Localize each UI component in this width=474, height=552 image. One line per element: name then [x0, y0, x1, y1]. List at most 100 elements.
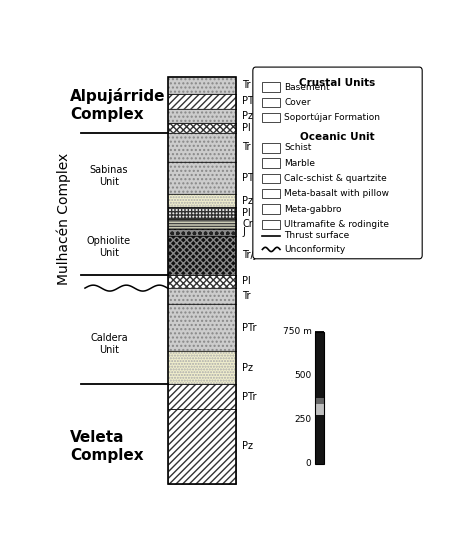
- Bar: [315, 413, 324, 415]
- Bar: [168, 236, 236, 274]
- Text: Alpujárride
Complex: Alpujárride Complex: [70, 88, 166, 121]
- Bar: [315, 437, 324, 439]
- Bar: [168, 77, 236, 484]
- Bar: [168, 94, 236, 109]
- Bar: [315, 338, 324, 341]
- Bar: [315, 434, 324, 437]
- Bar: [263, 98, 280, 107]
- Text: Tr: Tr: [242, 142, 251, 152]
- Bar: [315, 336, 324, 338]
- Bar: [315, 417, 324, 420]
- Text: Thrust surface: Thrust surface: [284, 231, 350, 240]
- Bar: [315, 417, 324, 420]
- Bar: [315, 397, 324, 400]
- Bar: [168, 219, 236, 229]
- Bar: [315, 347, 324, 349]
- Bar: [263, 143, 280, 152]
- Bar: [168, 109, 236, 123]
- Bar: [315, 413, 324, 415]
- Bar: [263, 174, 280, 183]
- Bar: [168, 162, 236, 194]
- Bar: [315, 461, 324, 464]
- Bar: [315, 369, 324, 371]
- Bar: [315, 448, 324, 450]
- Bar: [315, 378, 324, 380]
- Bar: [315, 355, 324, 358]
- Bar: [315, 424, 324, 426]
- Text: Crustal Units: Crustal Units: [300, 78, 375, 88]
- Bar: [315, 445, 324, 448]
- Bar: [168, 194, 236, 208]
- Bar: [315, 373, 324, 376]
- Bar: [168, 77, 236, 94]
- Text: PTr: PTr: [242, 96, 257, 107]
- Bar: [263, 113, 280, 123]
- Bar: [315, 340, 324, 343]
- Bar: [315, 445, 324, 448]
- Bar: [168, 351, 236, 384]
- Text: Tr/J: Tr/J: [242, 251, 257, 261]
- Bar: [168, 229, 236, 236]
- Bar: [315, 360, 324, 363]
- Text: 500: 500: [294, 371, 311, 380]
- Bar: [263, 220, 280, 229]
- Text: Pl: Pl: [242, 208, 251, 218]
- Bar: [168, 77, 236, 94]
- Bar: [168, 219, 236, 229]
- Bar: [315, 452, 324, 455]
- Bar: [168, 133, 236, 162]
- Bar: [315, 411, 324, 413]
- Bar: [315, 391, 324, 394]
- Bar: [315, 400, 324, 402]
- Bar: [315, 428, 324, 431]
- Bar: [315, 461, 324, 464]
- Bar: [315, 367, 324, 369]
- Bar: [315, 349, 324, 352]
- Text: 0: 0: [306, 459, 311, 468]
- Bar: [315, 426, 324, 428]
- Bar: [315, 380, 324, 383]
- Bar: [315, 402, 324, 405]
- Bar: [168, 409, 236, 484]
- Text: 250: 250: [294, 415, 311, 424]
- Bar: [168, 274, 236, 288]
- Bar: [315, 371, 324, 374]
- Bar: [315, 424, 324, 426]
- Bar: [315, 415, 324, 417]
- Bar: [315, 331, 324, 334]
- Bar: [168, 288, 236, 304]
- Text: Tr: Tr: [242, 81, 251, 91]
- Text: Pz: Pz: [242, 111, 253, 121]
- Bar: [263, 174, 280, 183]
- Bar: [315, 386, 324, 389]
- Bar: [315, 332, 324, 464]
- Text: Cr: Cr: [242, 219, 253, 229]
- Bar: [315, 459, 324, 461]
- Bar: [315, 351, 324, 354]
- Bar: [263, 158, 280, 168]
- Bar: [315, 420, 324, 422]
- Bar: [315, 353, 324, 356]
- Bar: [315, 378, 324, 380]
- Text: Pz: Pz: [242, 195, 253, 205]
- Text: Tr: Tr: [242, 291, 251, 301]
- Text: Pz: Pz: [242, 363, 253, 373]
- Bar: [315, 397, 324, 400]
- Bar: [168, 123, 236, 133]
- Bar: [263, 98, 280, 107]
- Bar: [315, 441, 324, 444]
- Bar: [263, 143, 280, 152]
- Bar: [315, 443, 324, 446]
- Bar: [315, 358, 324, 360]
- Text: Unconformity: Unconformity: [284, 245, 346, 254]
- Bar: [315, 360, 324, 363]
- Text: Sabinas
Unit: Sabinas Unit: [90, 165, 128, 187]
- Bar: [315, 406, 324, 408]
- Bar: [315, 353, 324, 356]
- Bar: [315, 408, 324, 411]
- Bar: [168, 288, 236, 304]
- Bar: [263, 143, 280, 152]
- Bar: [315, 457, 324, 459]
- Bar: [263, 204, 280, 214]
- Bar: [315, 358, 324, 360]
